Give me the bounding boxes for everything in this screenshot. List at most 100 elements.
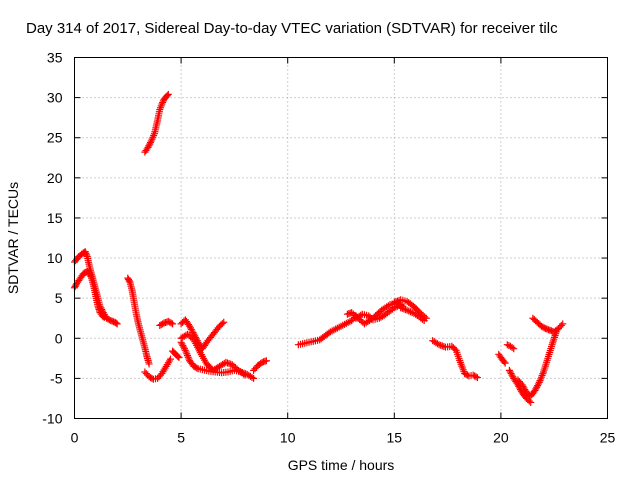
data-point [248,373,256,381]
data-point [384,302,392,310]
data-point [405,307,413,315]
data-point [222,358,230,366]
data-point [174,352,182,360]
data-point [533,383,541,391]
data-point [112,319,120,327]
data-point [188,327,196,335]
data-point [99,313,107,321]
series-arc-21 [514,328,560,400]
data-point [262,357,270,365]
y-tick-label: 25 [47,130,63,146]
data-point [549,339,557,347]
data-point [505,366,513,374]
data-point [167,319,175,327]
data-point [437,341,445,349]
data-point [403,306,411,314]
data-point [189,329,197,337]
series-arc-6 [156,317,177,329]
data-point [81,248,89,256]
data-point [398,304,406,312]
data-point [145,360,153,368]
data-point [159,98,167,106]
data-point [508,371,516,379]
data-point [163,92,171,100]
y-tick-label: 35 [47,50,63,66]
x-tick-label: 5 [177,430,185,446]
x-tick-label: 15 [387,430,403,446]
data-point [531,386,539,394]
data-point [508,344,516,352]
series-arc-2 [71,268,108,321]
x-tick-label: 20 [493,430,509,446]
data-point [179,341,187,349]
x-axis-label: GPS time / hours [288,457,395,473]
data-point [393,297,401,305]
data-point [164,90,172,98]
y-tick-label: -5 [50,370,63,386]
y-tick-label: 5 [55,290,63,306]
data-point [145,142,153,150]
data-point [223,359,231,367]
data-point [241,371,249,379]
data-point [86,271,94,279]
data-point [82,249,90,257]
y-axis-ticks: -10 -5 0 5 10 15 20 25 30 35 [42,50,608,427]
chart-title: Day 314 of 2017, Sidereal Day-to-day VTE… [26,20,558,37]
data-point [178,340,186,348]
data-point [534,382,542,390]
series-arc-22 [529,314,567,336]
data-point [83,251,91,259]
series-arc-19 [503,341,518,353]
data-point [401,306,409,314]
data-point [113,320,121,328]
data-point [520,384,528,392]
y-axis-label: SDTVAR / TECUs [5,182,21,294]
data-point [169,320,177,328]
data-point [125,277,133,285]
series-arc-10 [177,330,249,379]
data-point [510,345,518,353]
y-tick-label: 15 [47,210,63,226]
data-point [100,313,108,321]
grid-layer [74,57,608,419]
data-point [527,398,535,406]
data-point [503,341,511,349]
series-arc-17 [429,337,481,382]
data-point [433,340,441,348]
data-point [397,304,405,312]
data-point [473,374,481,382]
y-tick-label: 0 [55,330,63,346]
data-point [435,341,443,349]
data-point [146,139,154,147]
data-point [420,317,428,325]
data-point [519,382,527,390]
series-arc-5 [141,90,172,156]
data-point [400,305,408,313]
data-point [186,324,194,332]
series-arc-20 [505,366,535,406]
series-arc-14 [352,301,405,324]
data-point [408,309,416,317]
series-arc-16 [397,304,428,325]
y-tick-label: 30 [47,90,63,106]
data-point [472,373,480,381]
data-point [559,320,567,328]
data-point [146,140,154,148]
data-point [521,386,529,394]
data-point [438,342,446,350]
data-point [175,354,183,362]
data-point [550,335,558,343]
series-arc-4 [141,355,174,383]
data-point [186,322,194,330]
series-arc-12 [294,312,360,349]
data-point [392,298,400,306]
data-point [180,343,188,351]
plot-frame [74,57,608,419]
x-tick-label: 25 [600,430,616,446]
y-tick-label: 20 [47,170,63,186]
data-point [193,364,201,372]
x-axis-ticks: 0 5 10 15 20 25 [71,57,616,446]
data-point [532,385,540,393]
data-point [500,358,508,366]
